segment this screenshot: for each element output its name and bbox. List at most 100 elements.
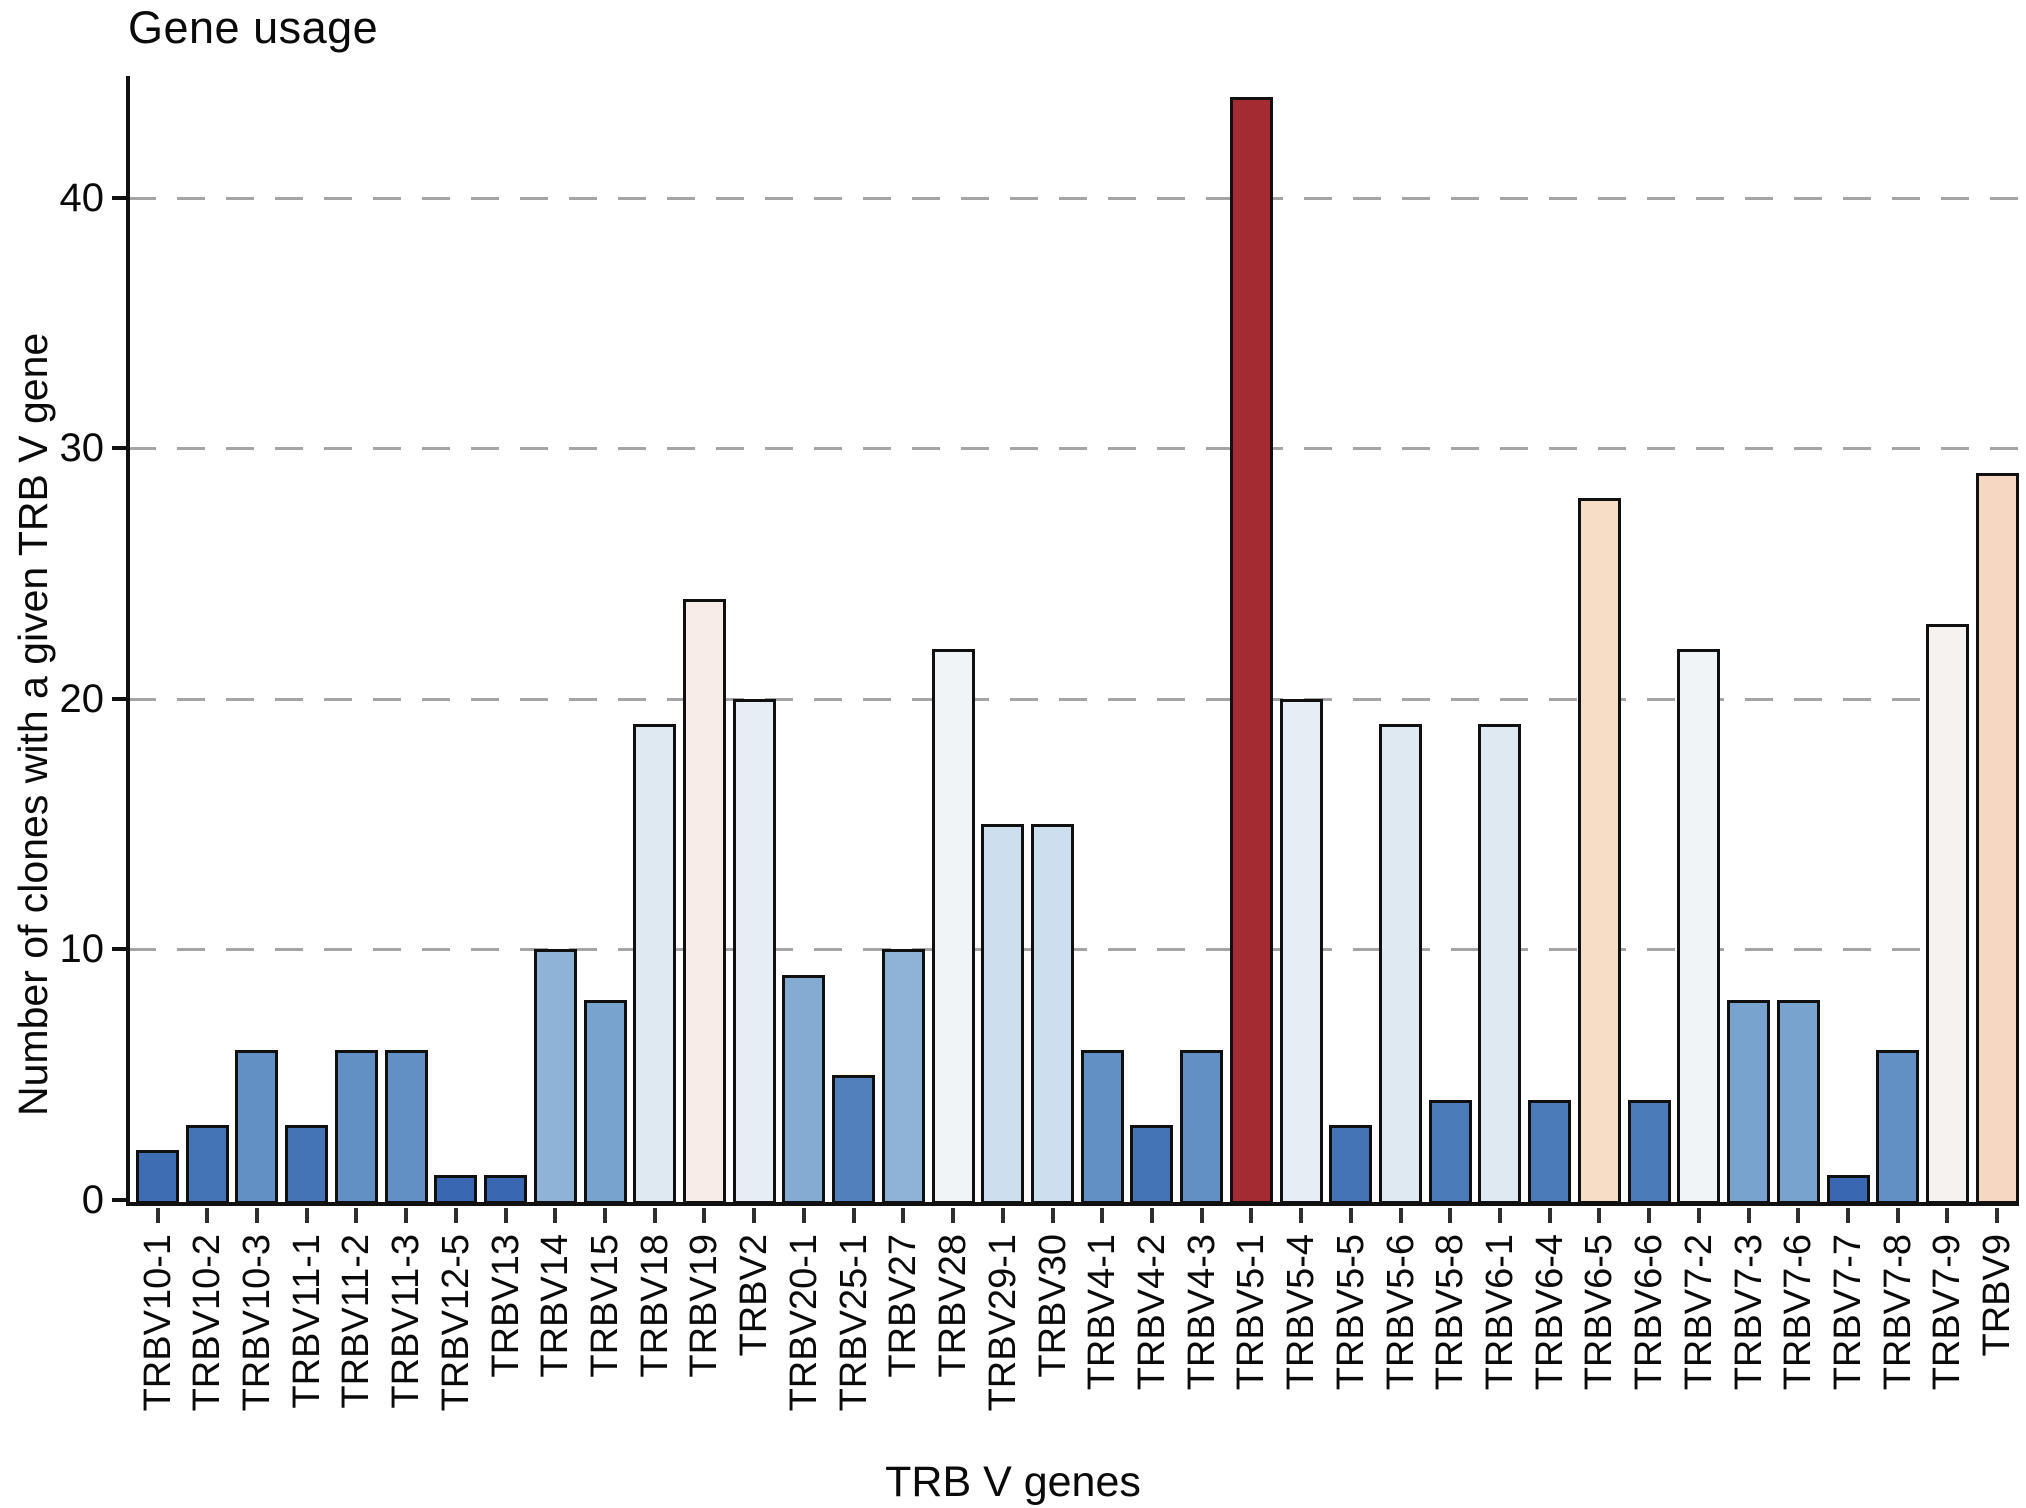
x-tick-mark-TRBV5-5 (1348, 1208, 1353, 1223)
bar-TRBV4-1 (1080, 1049, 1124, 1204)
x-tick-mark-TRBV20-1 (801, 1208, 806, 1223)
x-tick-mark-TRBV4-1 (1100, 1208, 1105, 1223)
bar-TRBV7-9 (1925, 623, 1969, 1204)
gridline-30 (128, 447, 2018, 450)
x-tick-label-TRBV5-8: TRBV5-8 (1429, 1234, 1472, 1391)
x-tick-mark-TRBV7-7 (1846, 1208, 1850, 1223)
x-tick-label-TRBV10-1: TRBV10-1 (136, 1234, 179, 1412)
bar-TRBV5-6 (1379, 723, 1422, 1204)
y-tick-label-30: 30 (59, 426, 105, 470)
bar-TRBV30 (1031, 824, 1074, 1204)
x-tick-label-TRBV27: TRBV27 (882, 1234, 925, 1378)
x-tick-label-TRBV30: TRBV30 (1031, 1234, 1074, 1378)
x-tick-mark-TRBV29-1 (1000, 1208, 1005, 1223)
bar-TRBV18 (633, 723, 677, 1204)
bar-TRBV6-6 (1627, 1099, 1671, 1204)
x-tick-mark-TRBV7-6 (1796, 1208, 1801, 1223)
x-tick-label-TRBV5-6: TRBV5-6 (1379, 1234, 1422, 1391)
x-tick-label-TRBV5-4: TRBV5-4 (1280, 1234, 1323, 1391)
x-tick-mark-TRBV5-1 (1249, 1208, 1254, 1223)
bar-TRBV28 (931, 648, 975, 1204)
x-tick-label-TRBV19: TRBV19 (683, 1234, 726, 1378)
x-tick-label-TRBV11-2: TRBV11-2 (335, 1234, 378, 1409)
bar-TRBV5-8 (1428, 1099, 1472, 1204)
x-tick-mark-TRBV19 (702, 1208, 707, 1223)
x-tick-label-TRBV6-4: TRBV6-4 (1528, 1234, 1571, 1391)
x-tick-mark-TRBV2 (752, 1208, 757, 1223)
bar-TRBV7-7 (1826, 1174, 1870, 1204)
x-tick-mark-TRBV10-2 (205, 1208, 210, 1223)
bar-TRBV11-3 (384, 1049, 428, 1204)
y-tick-label-10: 10 (59, 927, 105, 971)
x-tick-label-TRBV20-1: TRBV20-1 (782, 1234, 825, 1412)
bar-TRBV13 (484, 1174, 527, 1204)
x-tick-mark-TRBV11-1 (304, 1208, 309, 1223)
x-tick-label-TRBV7-8: TRBV7-8 (1876, 1234, 1919, 1391)
bar-TRBV29-1 (981, 824, 1025, 1204)
bar-TRBV10-3 (235, 1049, 279, 1204)
x-tick-label-TRBV25-1: TRBV25-1 (832, 1234, 875, 1412)
x-tick-label-TRBV4-1: TRBV4-1 (1081, 1234, 1124, 1391)
x-tick-label-TRBV29-1: TRBV29-1 (981, 1234, 1024, 1412)
bar-TRBV19 (682, 598, 726, 1204)
x-tick-mark-TRBV10-3 (254, 1208, 259, 1223)
x-tick-label-TRBV2: TRBV2 (733, 1234, 776, 1357)
x-tick-mark-TRBV7-8 (1895, 1208, 1900, 1223)
y-tick-mark-0 (112, 1198, 126, 1202)
x-tick-mark-TRBV30 (1050, 1208, 1055, 1223)
bar-TRBV9 (1975, 473, 2019, 1204)
x-tick-label-TRBV5-1: TRBV5-1 (1230, 1234, 1273, 1391)
x-tick-label-TRBV15: TRBV15 (584, 1234, 626, 1378)
y-axis-line (126, 76, 130, 1206)
x-tick-mark-TRBV25-1 (851, 1208, 856, 1223)
x-tick-mark-TRBV14 (553, 1208, 558, 1223)
bar-TRBV10-1 (136, 1149, 179, 1204)
x-tick-mark-TRBV18 (652, 1208, 657, 1223)
x-axis-label: TRB V genes (885, 1458, 1141, 1506)
x-tick-mark-TRBV6-4 (1547, 1208, 1552, 1223)
x-tick-label-TRBV4-3: TRBV4-3 (1180, 1234, 1223, 1391)
x-tick-mark-TRBV5-8 (1448, 1208, 1453, 1223)
bar-TRBV11-1 (285, 1124, 329, 1204)
x-tick-label-TRBV7-3: TRBV7-3 (1727, 1234, 1770, 1391)
x-tick-label-TRBV7-7: TRBV7-7 (1827, 1234, 1869, 1391)
x-tick-label-TRBV11-3: TRBV11-3 (385, 1234, 428, 1409)
bar-TRBV4-3 (1180, 1049, 1224, 1204)
bar-TRBV6-4 (1528, 1099, 1572, 1204)
bar-TRBV7-3 (1727, 999, 1770, 1204)
x-tick-mark-TRBV11-3 (404, 1208, 409, 1223)
gridline-40 (128, 197, 2018, 200)
gridline-20 (128, 698, 2018, 701)
x-tick-label-TRBV7-6: TRBV7-6 (1777, 1234, 1820, 1391)
x-tick-label-TRBV10-2: TRBV10-2 (186, 1234, 229, 1412)
x-tick-mark-TRBV5-6 (1398, 1208, 1403, 1223)
x-tick-mark-TRBV7-9 (1945, 1208, 1950, 1223)
x-tick-mark-TRBV6-6 (1647, 1208, 1652, 1223)
x-axis-line (126, 1202, 2019, 1206)
x-tick-mark-TRBV7-2 (1696, 1208, 1701, 1223)
bar-TRBV5-1 (1229, 97, 1273, 1204)
y-tick-label-20: 20 (59, 677, 105, 721)
x-tick-mark-TRBV27 (901, 1208, 906, 1223)
bar-TRBV4-2 (1130, 1124, 1174, 1204)
y-tick-label-40: 40 (59, 176, 105, 220)
bar-TRBV5-4 (1279, 698, 1323, 1204)
x-tick-label-TRBV28: TRBV28 (932, 1234, 974, 1378)
x-tick-mark-TRBV13 (503, 1208, 508, 1223)
x-tick-mark-TRBV6-5 (1597, 1208, 1602, 1223)
bar-TRBV14 (533, 949, 577, 1204)
x-tick-label-TRBV11-1: TRBV11-1 (285, 1234, 328, 1409)
x-tick-label-TRBV6-6: TRBV6-6 (1628, 1234, 1671, 1391)
x-tick-mark-TRBV11-2 (354, 1208, 359, 1223)
bar-TRBV7-8 (1876, 1049, 1920, 1204)
x-tick-mark-TRBV28 (951, 1208, 955, 1223)
chart-title: Gene usage (128, 2, 379, 53)
bar-TRBV5-5 (1329, 1124, 1373, 1204)
x-tick-label-TRBV7-9: TRBV7-9 (1926, 1234, 1969, 1391)
x-tick-label-TRBV5-5: TRBV5-5 (1329, 1234, 1372, 1391)
x-tick-mark-TRBV10-1 (155, 1208, 160, 1223)
bar-TRBV10-2 (185, 1124, 229, 1204)
x-tick-label-TRBV18: TRBV18 (633, 1234, 676, 1378)
bar-TRBV6-5 (1577, 498, 1621, 1204)
